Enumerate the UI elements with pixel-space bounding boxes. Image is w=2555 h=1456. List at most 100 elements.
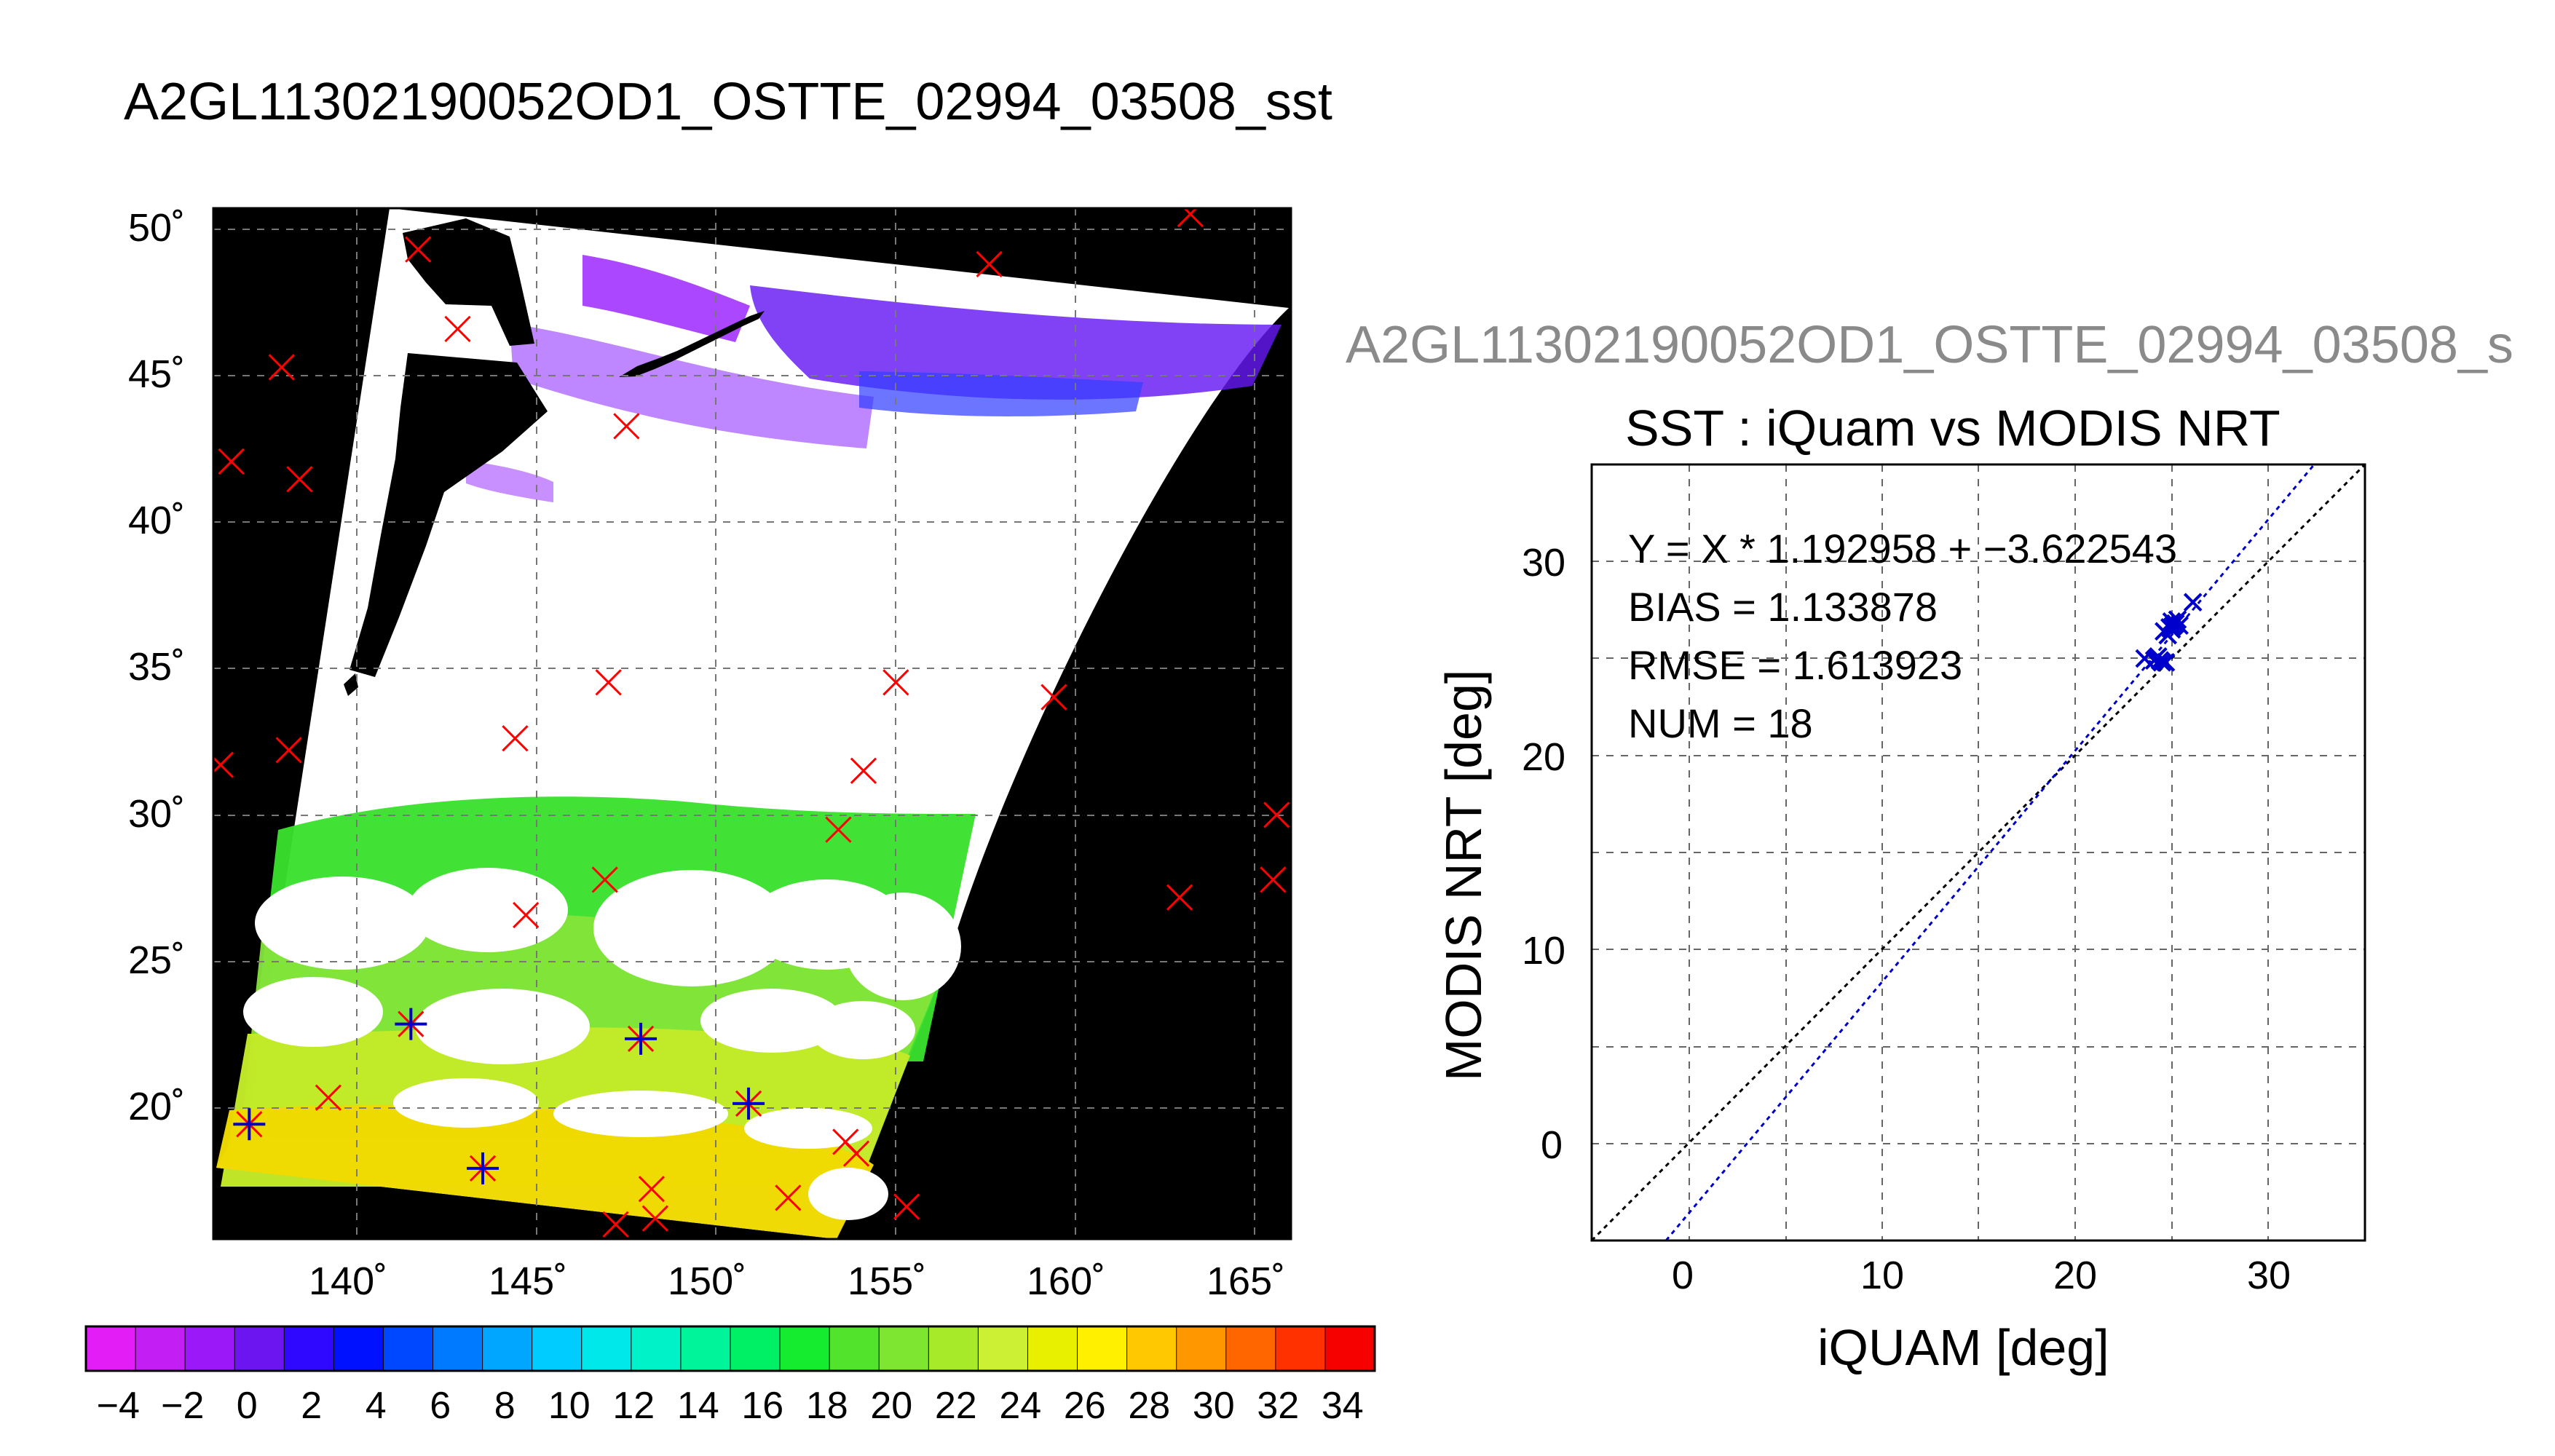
- purple-sst-texture: [466, 255, 1282, 502]
- map-red-marker-11-stroke-b: [213, 751, 234, 774]
- colorbar-cell-10: [581, 1326, 632, 1372]
- map-red-marker-32-stroke-b: [602, 1211, 629, 1238]
- colorbar-cell-22: [1176, 1326, 1227, 1372]
- map-blue-marker-2: [233, 1108, 266, 1141]
- map-lon-label-140: 140˚: [309, 1259, 387, 1303]
- colorbar-cell-15: [829, 1326, 880, 1372]
- scatter-stats-equation: Y = X * 1.192958 + −3.622543: [1628, 526, 2177, 571]
- map-red-marker-9: [502, 725, 529, 752]
- scatter-x-tick-30: 30: [2247, 1254, 2291, 1297]
- colorbar-cell-16: [878, 1326, 930, 1372]
- cloud-overlay-group: [243, 868, 961, 1220]
- map-red-marker-18: [1260, 866, 1287, 893]
- map-red-marker-14: [825, 816, 852, 843]
- map-red-marker-7-stroke-b: [1177, 208, 1198, 228]
- map-lat-label-25: 25˚: [128, 938, 185, 982]
- map-red-marker-12: [850, 757, 877, 784]
- map-markers: [213, 208, 1290, 1238]
- map-red-marker-6-stroke-b: [976, 250, 1003, 277]
- scatter-x-tick-10: 10: [1860, 1254, 1904, 1297]
- scatter-x-axis-label: iQUAM [deg]: [1817, 1319, 2109, 1376]
- map-red-marker-17-stroke-b: [1166, 884, 1193, 911]
- map-red-marker-5: [613, 413, 640, 440]
- regression-line: [1664, 464, 2315, 1241]
- map-red-marker-11: [213, 751, 234, 778]
- colorbar-tick-label-7: 10: [548, 1385, 591, 1427]
- colorbar-frame: [84, 1325, 1376, 1372]
- scatter-point-16-stroke-b: [2170, 616, 2189, 636]
- scatter-y-tick-10: 10: [1522, 929, 1565, 973]
- scatter-point-17-stroke-b: [2162, 612, 2181, 631]
- map-lat-label-30: 30˚: [128, 792, 185, 836]
- map-red-marker-15-stroke-b: [882, 669, 909, 696]
- map-lon-label-150: 150˚: [668, 1259, 746, 1303]
- map-red-marker-4-stroke-b: [286, 466, 313, 493]
- colorbar-cell-3: [234, 1326, 285, 1372]
- map-lat-label-40: 40˚: [128, 499, 185, 542]
- land-japan-hokkaido: [403, 218, 534, 346]
- colorbar-cell-7: [433, 1326, 483, 1372]
- map-red-marker-23: [315, 1084, 341, 1111]
- map-red-marker-16-stroke-b: [1263, 802, 1290, 828]
- scatter-stats-rmse: RMSE = 1.613923: [1628, 642, 1962, 688]
- land-small-islands: [344, 673, 358, 696]
- map-red-marker-19: [591, 866, 618, 893]
- map-red-marker-28: [842, 1140, 870, 1167]
- colorbar-tick-label-14: 24: [999, 1385, 1041, 1427]
- colorbar-tick-label-6: 8: [494, 1385, 516, 1427]
- map-red-marker-33: [641, 1205, 668, 1232]
- map-red-marker-15: [882, 669, 909, 696]
- scatter-y-tick-30: 30: [1522, 541, 1565, 585]
- map-red-marker-6: [976, 250, 1003, 277]
- colorbar-tick-label-11: 18: [806, 1385, 848, 1427]
- colorbar-cell-11: [631, 1326, 682, 1372]
- colorbar-cell-23: [1225, 1326, 1276, 1372]
- colorbar-cell-6: [382, 1326, 434, 1372]
- colorbar-cell-20: [1077, 1326, 1128, 1372]
- map-lat-label-20: 20˚: [128, 1085, 185, 1128]
- map-red-marker-18-stroke-b: [1260, 866, 1287, 893]
- map-red-marker-23-stroke-b: [315, 1084, 341, 1111]
- map-lat-label-50: 50˚: [128, 206, 185, 250]
- scatter-overflow-title: A2GL11302190052OD1_OSTTE_02994_03508_s: [1346, 316, 2513, 374]
- map-red-marker-33-stroke-b: [641, 1205, 668, 1232]
- map-red-marker-31: [893, 1193, 920, 1220]
- colorbar-cell-18: [977, 1326, 1029, 1372]
- map-red-marker-32: [602, 1211, 629, 1238]
- map-red-marker-5-stroke-b: [613, 413, 640, 440]
- colorbar-cell-21: [1126, 1326, 1177, 1372]
- map-red-marker-20-stroke-b: [513, 901, 540, 929]
- colorbar-tick-label-18: 32: [1257, 1385, 1299, 1427]
- map-red-marker-2: [268, 354, 295, 381]
- colorbar-cell-1: [135, 1326, 186, 1372]
- colorbar-tick-label-12: 20: [870, 1385, 912, 1427]
- map-red-marker-13: [1040, 684, 1067, 711]
- map-red-marker-8: [595, 669, 622, 696]
- map-blue-marker-1: [625, 1022, 657, 1055]
- colorbar-cell-19: [1027, 1326, 1078, 1372]
- map-lon-label-155: 155˚: [848, 1259, 926, 1303]
- map-blue-marker-3: [467, 1152, 499, 1184]
- map-lon-label-165: 165˚: [1207, 1259, 1285, 1303]
- map-lat-label-45: 45˚: [128, 352, 185, 396]
- map-red-marker-2-stroke-b: [268, 354, 295, 381]
- colorbar-cells: [85, 1326, 1376, 1372]
- scatter-stats-bias: BIAS = 1.133878: [1628, 584, 1938, 630]
- colorbar-tick-label-0: −4: [97, 1385, 140, 1427]
- map-red-marker-0: [405, 236, 432, 263]
- map-red-marker-10: [275, 737, 302, 764]
- scatter-x-tick-0: 0: [1672, 1254, 1694, 1297]
- colorbar-tick-label-3: 2: [301, 1385, 322, 1427]
- map-red-marker-30: [775, 1184, 802, 1211]
- map-red-marker-4: [286, 466, 313, 493]
- colorbar-tick-label-10: 16: [741, 1385, 783, 1427]
- map-red-marker-16: [1263, 802, 1290, 828]
- colorbar-cell-4: [283, 1326, 335, 1372]
- scatter-y-tick-0: 0: [1541, 1123, 1563, 1167]
- colorbar-cell-5: [333, 1326, 384, 1372]
- map-panel: 50˚ 45˚ 40˚ 35˚ 30˚ 25˚ 20˚ 140˚ 145˚ 15…: [128, 206, 1292, 1303]
- scatter-point-11: [2183, 593, 2203, 612]
- map-red-marker-1: [444, 315, 471, 342]
- colorbar: −4 −2 0 2 4 6 8 10 12 14 16 18 20 22 24 26 28 30 32 34: [84, 1325, 1376, 1427]
- colorbar-cell-2: [184, 1326, 236, 1372]
